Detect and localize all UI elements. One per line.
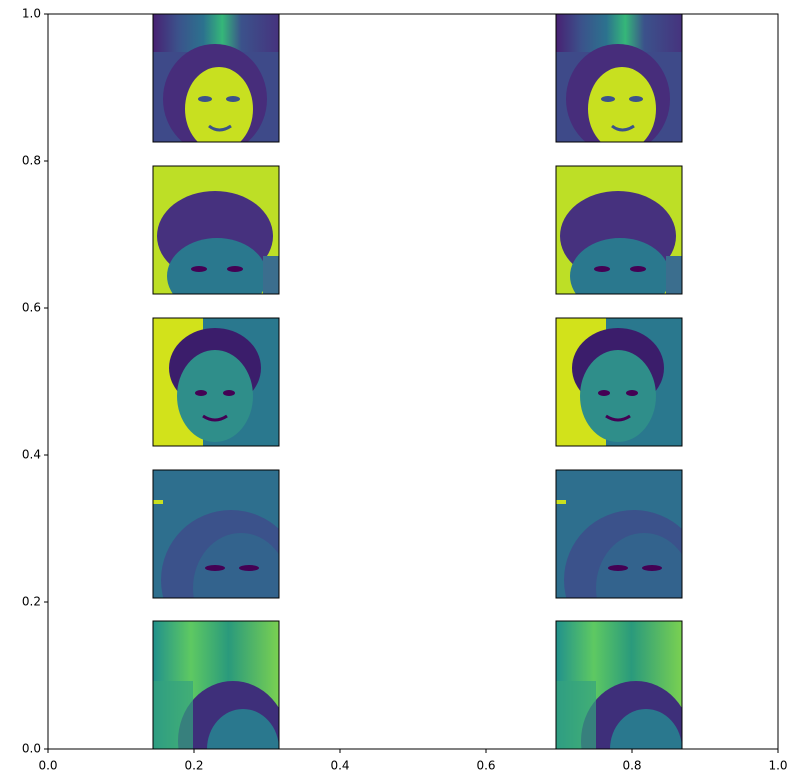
y-tick-label: 0.0 bbox=[22, 742, 41, 756]
y-tick-label: 0.8 bbox=[22, 154, 41, 168]
image-panel bbox=[153, 14, 279, 154]
x-tick-label: 1.0 bbox=[768, 759, 787, 773]
image-border bbox=[555, 165, 683, 295]
image-panel bbox=[153, 318, 279, 446]
x-tick-label: 0.6 bbox=[476, 759, 495, 773]
y-tick-label: 1.0 bbox=[22, 7, 41, 21]
image-panel bbox=[153, 166, 279, 314]
image-border bbox=[152, 165, 280, 295]
y-tick-label: 0.6 bbox=[22, 301, 41, 315]
x-tick-label: 0.2 bbox=[184, 759, 203, 773]
image-panel bbox=[556, 166, 682, 314]
axes-frame bbox=[47, 13, 779, 750]
y-tick-label: 0.2 bbox=[22, 595, 41, 609]
image-border bbox=[152, 469, 280, 599]
image-border bbox=[555, 469, 683, 599]
image-panel bbox=[556, 318, 682, 446]
image-panel bbox=[153, 621, 288, 782]
x-tick-label: 0.8 bbox=[622, 759, 641, 773]
y-tick-label: 0.4 bbox=[22, 448, 41, 462]
image-border bbox=[152, 317, 280, 447]
image-panels bbox=[153, 14, 704, 782]
image-panel bbox=[556, 14, 682, 154]
x-tick-label: 0.4 bbox=[330, 759, 349, 773]
image-border bbox=[555, 317, 683, 447]
x-tick-label: 0.0 bbox=[38, 759, 57, 773]
